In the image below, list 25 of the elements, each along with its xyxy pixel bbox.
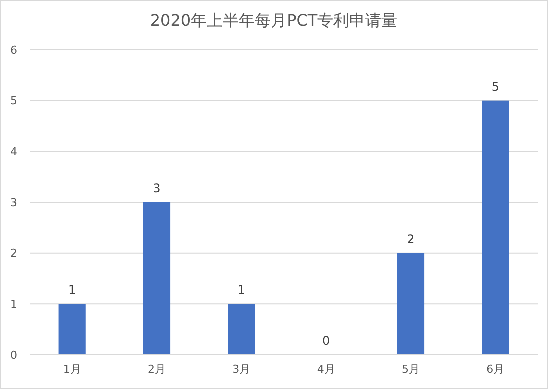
chart-title: 2020年上半年每月PCT专利申请量 bbox=[150, 11, 398, 30]
x-tick-label: 3月 bbox=[232, 363, 251, 376]
bar bbox=[228, 304, 256, 355]
x-tick-label: 6月 bbox=[486, 363, 505, 376]
bar bbox=[397, 253, 425, 355]
data-label: 3 bbox=[153, 182, 161, 196]
data-label: 0 bbox=[322, 334, 330, 348]
data-label: 1 bbox=[68, 283, 76, 298]
bar bbox=[58, 304, 86, 355]
y-tick-label: 3 bbox=[10, 196, 18, 210]
x-tick-label: 4月 bbox=[317, 363, 336, 376]
x-tick-label: 5月 bbox=[402, 363, 420, 376]
bar bbox=[482, 100, 510, 355]
y-tick-label: 4 bbox=[10, 146, 18, 159]
x-tick-label: 1月 bbox=[63, 363, 82, 376]
bar bbox=[143, 202, 171, 355]
data-label: 1 bbox=[238, 283, 246, 298]
data-label: 2 bbox=[407, 232, 415, 246]
y-tick-label: 5 bbox=[10, 94, 18, 108]
y-tick-label: 0 bbox=[10, 348, 18, 362]
data-label: 5 bbox=[492, 80, 500, 94]
x-tick-label: 2月 bbox=[148, 363, 166, 376]
y-tick-label: 1 bbox=[10, 298, 18, 312]
y-tick-label: 6 bbox=[10, 44, 18, 57]
y-tick-label: 2 bbox=[10, 247, 18, 260]
